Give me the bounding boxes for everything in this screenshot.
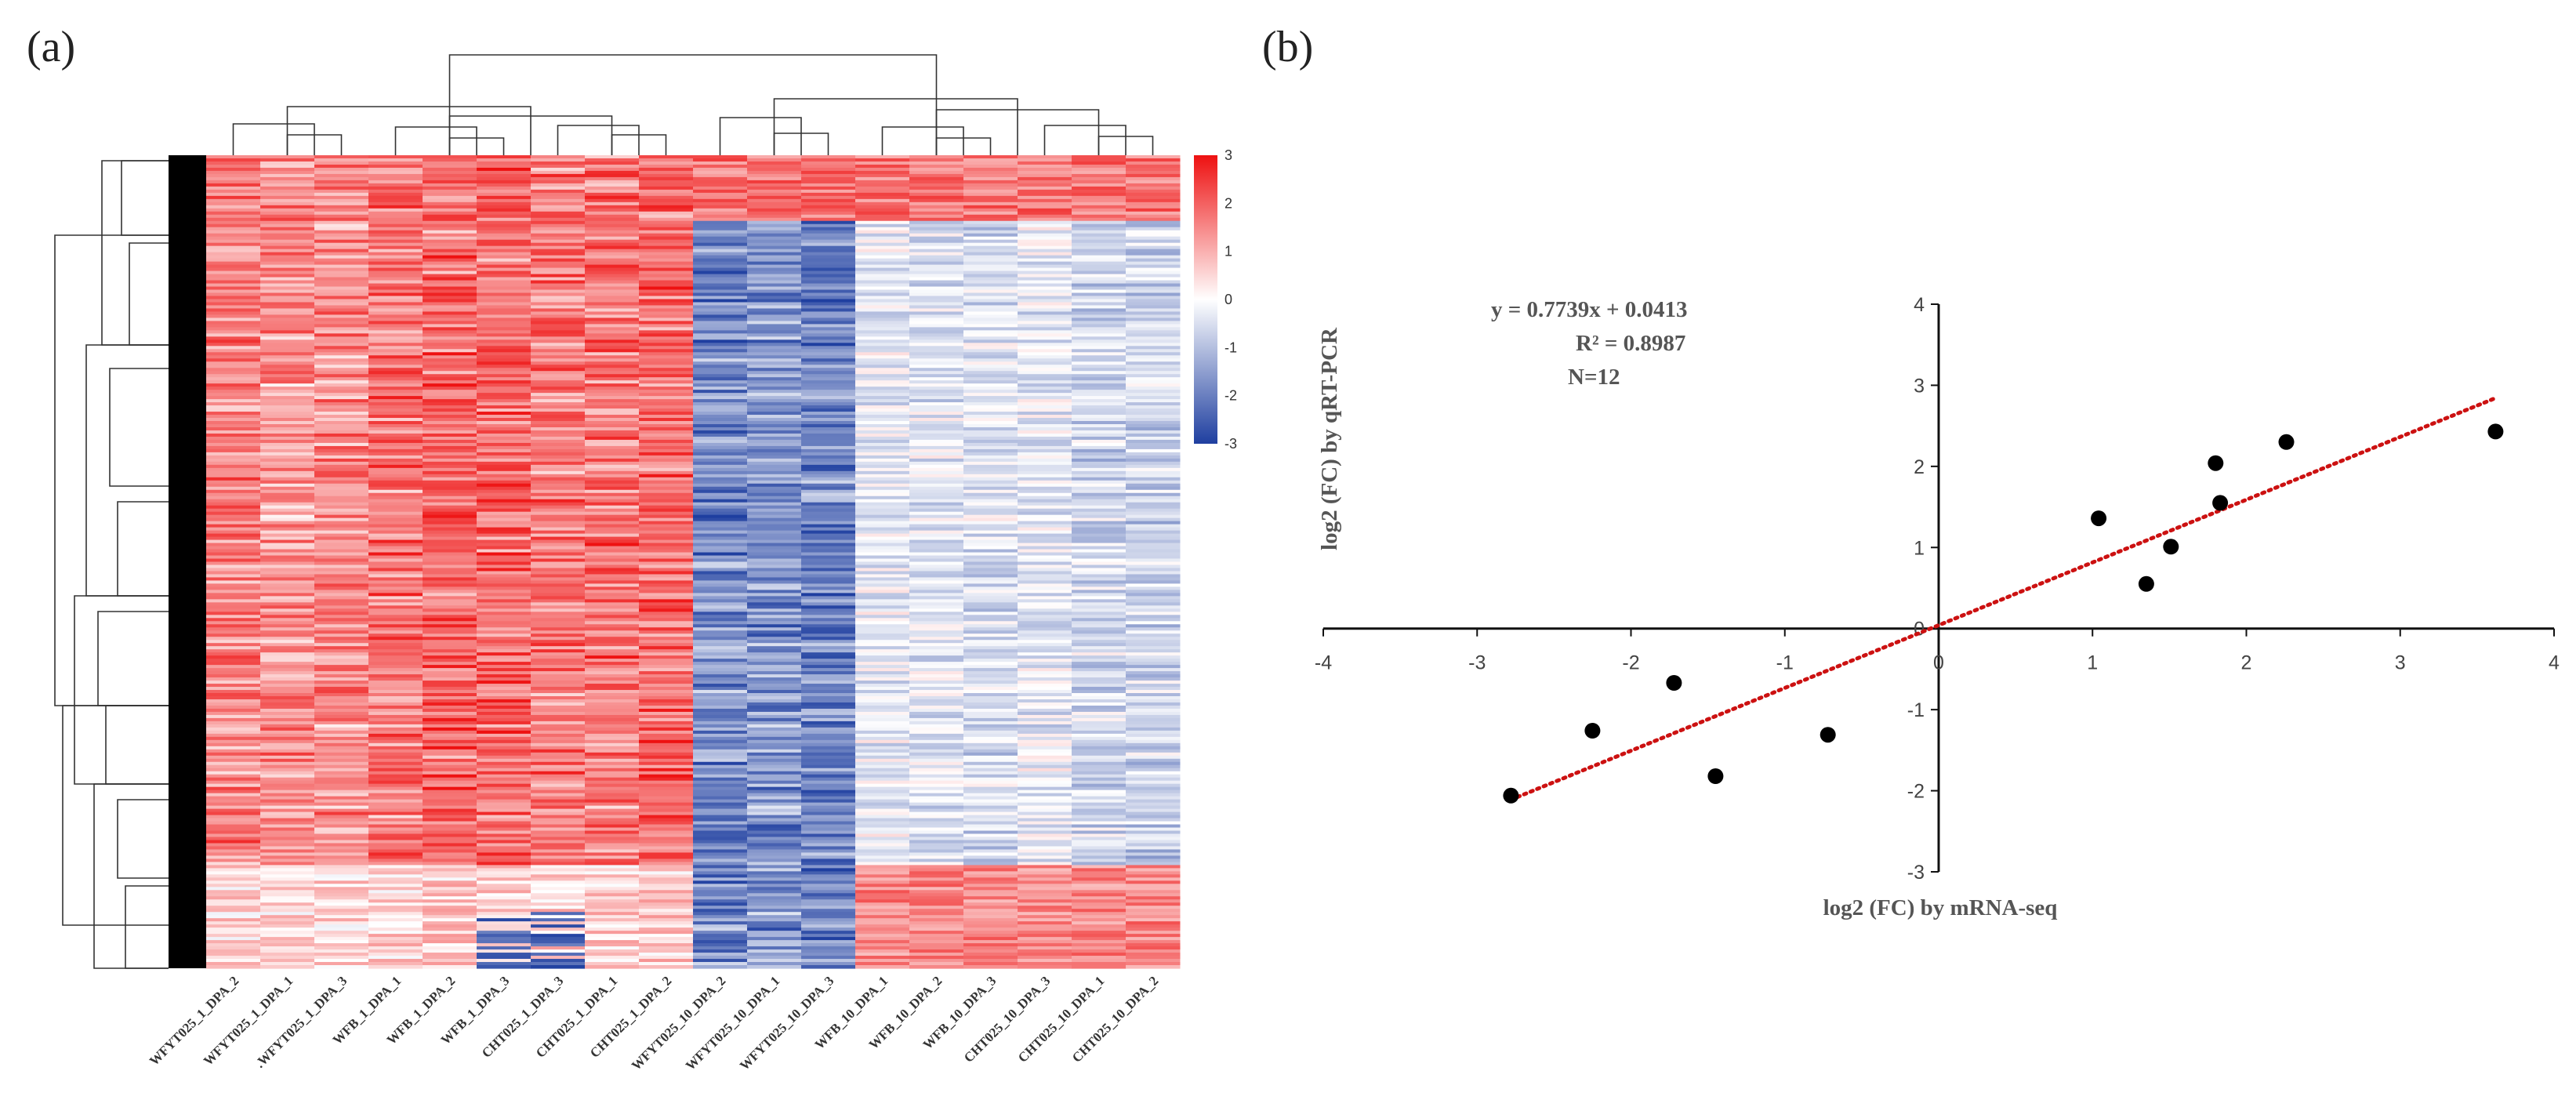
- y-tick-label: 0: [1914, 619, 1925, 641]
- heatmap-column-4: [368, 155, 423, 969]
- n-label: N=12: [1568, 365, 1620, 390]
- data-point: [2163, 539, 2179, 555]
- heatmap-column-15: [963, 155, 1018, 969]
- column-dendrogram-branch-12: [881, 126, 964, 155]
- row-dendrogram-leaves: [169, 155, 206, 968]
- column-dendrogram-branch-17: [448, 54, 938, 155]
- x-tick-label: 2: [2241, 652, 2252, 674]
- data-point: [1820, 727, 1836, 743]
- panel-a-label: (a): [27, 23, 76, 71]
- heatmap-column-2: [260, 155, 315, 969]
- heatmap-column-14: [909, 155, 964, 969]
- colorbar-tick-label: 3: [1225, 147, 1232, 163]
- heatmap-column-10: [693, 155, 748, 969]
- heatmap-column-17: [1072, 155, 1127, 969]
- y-tick-label: -3: [1907, 862, 1925, 884]
- x-tick-label: -3: [1468, 652, 1486, 674]
- colorbar-tick-label: -2: [1225, 388, 1237, 404]
- column-dendrogram-branch-16: [773, 98, 1018, 155]
- column-dendrogram-branch-4: [394, 126, 477, 155]
- x-tick-label: 3: [2395, 652, 2406, 674]
- heatmap-column-18: [1126, 155, 1181, 969]
- colorbar-tick-label: 1: [1225, 244, 1232, 260]
- colorbar-tick-label: -1: [1225, 339, 1237, 355]
- x-tick-label: 0: [1933, 652, 1944, 674]
- y-axis-title: log2 (FC) by qRT-PCR: [1317, 327, 1342, 550]
- heatmap-column-9: [639, 155, 694, 969]
- y-tick-label: 1: [1914, 537, 1925, 559]
- heatmap-column-7: [531, 155, 586, 969]
- x-tick-label: 1: [2087, 652, 2098, 674]
- data-point: [1584, 723, 1601, 739]
- heatmap-column-6: [477, 155, 532, 969]
- row-dendrogram-branch-5: [109, 368, 169, 487]
- column-dendrogram-branch-8: [286, 106, 532, 155]
- heatmap-column-11: [747, 155, 802, 969]
- panel-b-label: (b): [1262, 23, 1314, 71]
- heatmap-column-3: [314, 155, 369, 969]
- column-dendrogram-branch-10: [719, 117, 802, 155]
- trendline: [1508, 396, 2498, 802]
- heatmap-column-13: [855, 155, 910, 969]
- data-point: [2278, 434, 2295, 450]
- heatmap-column-5: [423, 155, 477, 969]
- data-point: [2487, 423, 2504, 440]
- colorbar-tick-label: -3: [1225, 436, 1237, 452]
- data-point: [1707, 768, 1724, 784]
- y-tick-label: -2: [1907, 781, 1925, 803]
- data-point: [1666, 675, 1682, 691]
- row-dendrogram-branch-11: [117, 799, 169, 879]
- column-dendrogram-branch-2: [232, 123, 315, 155]
- data-point: [1503, 787, 1519, 804]
- data-point: [2138, 575, 2154, 592]
- column-dendrogram-branch-6: [557, 125, 640, 155]
- heatmap-column-12: [801, 155, 856, 969]
- y-tick-label: 2: [1914, 456, 1925, 478]
- row-dendrogram-branch-12: [125, 885, 169, 969]
- y-tick-label: -1: [1907, 699, 1925, 721]
- data-point: [2212, 495, 2229, 511]
- y-tick-label: 4: [1914, 294, 1925, 316]
- x-axis-title: log2 (FC) by mRNA-seq: [1823, 895, 2058, 920]
- heatmap-column-1: [206, 155, 261, 969]
- x-tick-label: 4: [2549, 652, 2560, 674]
- colorbar: [1194, 155, 1217, 444]
- x-tick-label: -4: [1315, 652, 1332, 674]
- column-dendrogram-branch-14: [1043, 125, 1127, 155]
- equation-label: y = 0.7739x + 0.0413: [1491, 297, 1688, 322]
- x-tick-label: -1: [1776, 652, 1794, 674]
- data-point: [2208, 455, 2224, 471]
- y-tick-label: 3: [1914, 375, 1925, 397]
- r-squared-label: R² = 0.8987: [1576, 331, 1685, 356]
- heatmap-column-8: [585, 155, 640, 969]
- row-dendrogram-branch-14: [62, 705, 169, 926]
- heatmap-column-16: [1018, 155, 1072, 969]
- data-point: [2091, 510, 2107, 527]
- colorbar-tick-label: 2: [1225, 195, 1232, 211]
- x-tick-label: -2: [1622, 652, 1639, 674]
- colorbar-tick-label: 0: [1225, 292, 1232, 307]
